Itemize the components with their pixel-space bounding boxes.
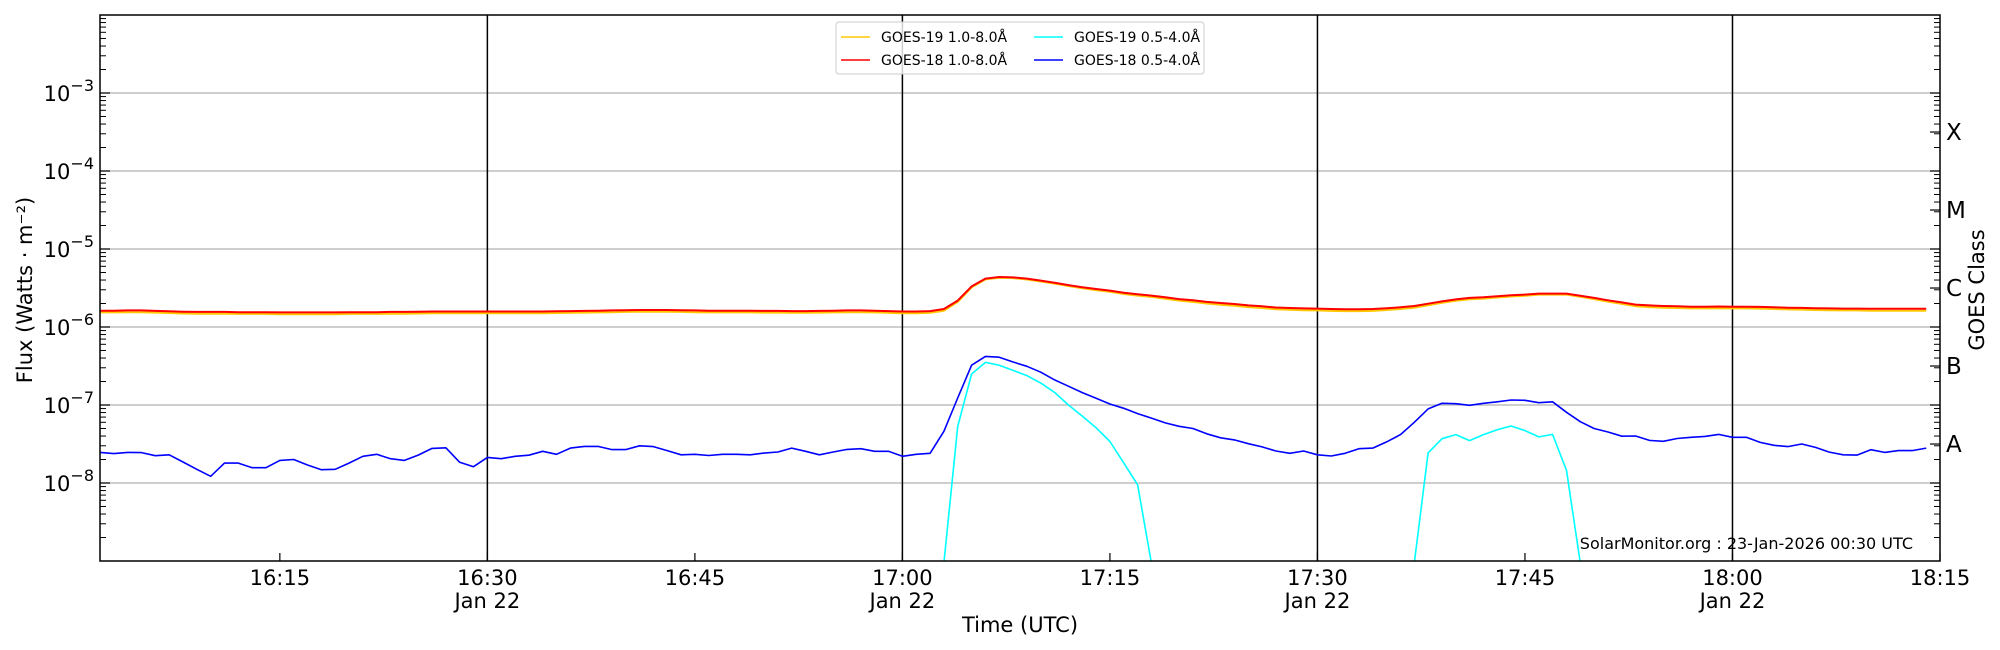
right-axis-label: GOES Class — [1965, 229, 1989, 350]
plot-frame — [99, 14, 1941, 562]
y-tick-label: 10−7 — [44, 388, 94, 418]
axis-ticks — [100, 18, 1941, 561]
x-tick-date-label: Jan 22 — [1698, 589, 1766, 613]
y-tick-label: 10−6 — [44, 310, 94, 340]
goes-class-label-a: A — [1946, 432, 1962, 458]
plot-background — [100, 15, 1940, 561]
goes-class-labels: X M C B A — [1946, 120, 1966, 458]
series-line-goes-19-0-5-4-0- — [943, 361, 1581, 561]
series-line-goes-18-1-0-8-0- — [100, 276, 1927, 314]
x-tick-label: 17:15 — [1080, 566, 1141, 590]
x-tick-label: 18:00 — [1702, 566, 1763, 590]
goes-class-label-x: X — [1946, 120, 1962, 146]
x-tick-label: 16:30 — [457, 566, 518, 590]
y-tick-label: 10−3 — [44, 76, 94, 106]
legend-label-goes18-short: GOES-18 0.5-4.0Å — [1074, 52, 1200, 69]
legend-label-goes18-long: GOES-18 1.0-8.0Å — [881, 52, 1007, 69]
x-tick-date-label: Jan 22 — [452, 589, 520, 613]
goes-class-label-c: C — [1946, 276, 1962, 302]
x-tick-label: 16:15 — [250, 566, 311, 590]
legend-box — [835, 21, 1205, 75]
x-tick-label: 18:15 — [1910, 566, 1971, 590]
legend-label-goes19-long: GOES-19 1.0-8.0Å — [881, 29, 1007, 46]
gridlines — [100, 92, 1940, 484]
legend: GOES-19 1.0-8.0Å GOES-18 1.0-8.0Å GOES-1… — [835, 21, 1205, 75]
x-tick-label: 17:30 — [1287, 566, 1348, 590]
y-tick-label: 10−5 — [44, 232, 94, 262]
series-line-goes-18-0-5-4-0- — [100, 355, 1927, 478]
series-lines — [100, 276, 1927, 561]
x-tick-date-label: Jan 22 — [1283, 589, 1351, 613]
x-axis-label: Time (UTC) — [961, 613, 1078, 637]
date-marker-lines — [486, 15, 1734, 561]
goes-class-label-m: M — [1946, 198, 1966, 224]
y-tick-labels: 10−3 10−4 10−5 10−6 10−7 10−8 — [44, 76, 94, 496]
x-tick-label: 16:45 — [665, 566, 726, 590]
watermark: SolarMonitor.org : 23-Jan-2026 00:30 UTC — [1580, 534, 1913, 553]
y-tick-label: 10−4 — [44, 154, 94, 184]
y-axis-label: Flux (Watts · m⁻²) — [13, 197, 37, 383]
x-tick-label: 17:45 — [1495, 566, 1556, 590]
legend-label-goes19-short: GOES-19 0.5-4.0Å — [1074, 29, 1200, 46]
goes-class-label-b: B — [1946, 354, 1962, 380]
x-tick-label: 17:00 — [872, 566, 933, 590]
x-tick-date-label: Jan 22 — [868, 589, 936, 613]
y-tick-label: 10−8 — [44, 466, 94, 496]
